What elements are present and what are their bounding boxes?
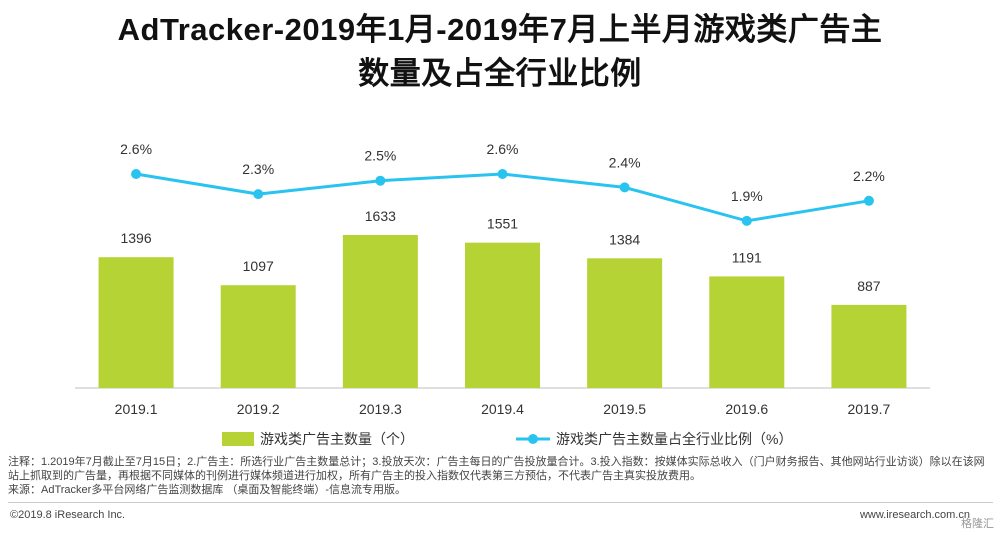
x-tick-label: 2019.3 [359, 401, 402, 417]
ratio-point-2019.7 [863, 195, 874, 206]
bar-2019.2 [220, 285, 296, 388]
bar-value-label: 1097 [243, 258, 274, 274]
legend-line-label: 游戏类广告主数量占全行业比例（%） [556, 431, 792, 447]
bar-2019.4 [465, 242, 540, 388]
notes-line-1: 注释：1.2019年7月截止至7月15日；2.广告主：所选行业广告主数量总计；3… [8, 456, 985, 482]
ratio-point-2019.5 [619, 182, 630, 193]
bar-value-label: 1191 [732, 249, 762, 265]
bar-2019.5 [587, 258, 663, 388]
chart-notes: 注释：1.2019年7月截止至7月15日；2.广告主：所选行业广告主数量总计；3… [8, 455, 993, 497]
x-tick-label: 2019.5 [603, 401, 646, 417]
x-tick-label: 2019.4 [481, 401, 524, 417]
legend-bar-label: 游戏类广告主数量（个） [260, 431, 414, 447]
bar-value-label: 887 [857, 278, 881, 294]
ratio-point-2019.2 [253, 189, 264, 200]
ratio-value-label: 2.2% [853, 168, 885, 184]
website-link[interactable]: www.iresearch.com.cn [859, 509, 970, 521]
chart-title: AdTracker-2019年1月-2019年7月上半月游戏类广告主 数量及占全… [0, 8, 1000, 96]
x-tick-label: 2019.6 [725, 401, 768, 417]
notes-line-2: 来源：AdTracker多平台网络广告监测数据库 （桌面及智能终端）-信息流专用… [8, 484, 407, 496]
legend-line-marker [528, 434, 538, 444]
ratio-point-2019.4 [497, 169, 508, 179]
ratio-point-2019.1 [131, 169, 142, 179]
bar-2019.3 [342, 234, 418, 388]
watermark: 格隆汇 [961, 518, 994, 530]
bar-2019.7 [831, 304, 907, 388]
bar-value-label: 1384 [609, 231, 640, 247]
x-tick-label: 2019.2 [237, 401, 280, 417]
title-line-2: 数量及占全行业比例 [358, 56, 642, 91]
copyright-text: ©2019.8 iResearch Inc. [10, 509, 126, 521]
footer-divider [8, 502, 993, 503]
ratio-point-2019.3 [375, 175, 386, 186]
ratio-value-label: 2.5% [364, 148, 396, 164]
bar-value-label: 1396 [120, 230, 151, 246]
bar-value-label: 1633 [365, 208, 396, 224]
chart-canvas: 1396 2019.1 1097 2019.2 1633 2019.3 1551 2019.4… [75, 141, 930, 447]
title-line-1: AdTracker-2019年1月-2019年7月上半月游戏类广告主 [117, 12, 883, 47]
legend-bar-swatch [222, 432, 254, 446]
bar-2019.1 [98, 257, 174, 388]
ratio-point-2019.6 [741, 215, 752, 226]
ratio-value-label: 2.4% [609, 154, 641, 170]
x-tick-label: 2019.7 [848, 401, 891, 417]
x-tick-label: 2019.1 [115, 401, 158, 417]
ratio-value-label: 2.6% [487, 141, 519, 157]
ratio-value-label: 2.6% [120, 141, 152, 157]
ratio-value-label: 2.3% [242, 161, 274, 177]
bar-2019.6 [709, 276, 785, 388]
bar-value-label: 1551 [487, 216, 518, 232]
ratio-value-label: 1.9% [731, 188, 763, 204]
